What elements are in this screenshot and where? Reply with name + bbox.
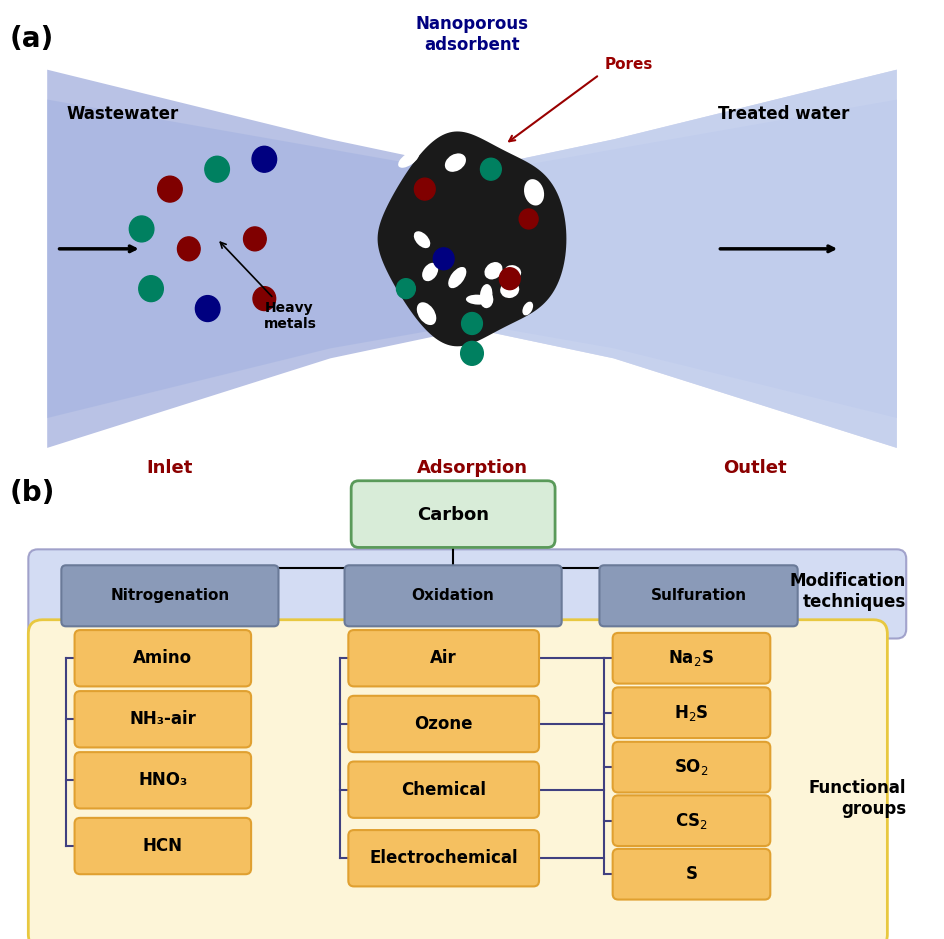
Text: HNO₃: HNO₃: [138, 771, 188, 790]
Text: S: S: [685, 865, 698, 884]
Circle shape: [414, 178, 435, 200]
Text: Chemical: Chemical: [401, 780, 486, 799]
FancyBboxPatch shape: [75, 818, 251, 874]
Ellipse shape: [524, 179, 544, 206]
Ellipse shape: [417, 302, 436, 325]
FancyBboxPatch shape: [613, 849, 770, 900]
Ellipse shape: [445, 153, 466, 172]
FancyBboxPatch shape: [28, 620, 887, 939]
Circle shape: [177, 237, 200, 261]
Ellipse shape: [480, 292, 494, 308]
FancyBboxPatch shape: [61, 565, 278, 626]
Text: Air: Air: [430, 649, 457, 668]
Ellipse shape: [504, 265, 521, 279]
Text: (a): (a): [9, 24, 54, 53]
FancyBboxPatch shape: [75, 691, 251, 747]
Circle shape: [252, 146, 277, 172]
Circle shape: [129, 216, 154, 242]
Text: Wastewater: Wastewater: [67, 105, 178, 123]
FancyBboxPatch shape: [75, 752, 251, 808]
FancyBboxPatch shape: [348, 630, 539, 686]
Ellipse shape: [500, 282, 519, 298]
Text: SO$_2$: SO$_2$: [674, 757, 709, 777]
Text: Outlet: Outlet: [723, 459, 787, 477]
FancyBboxPatch shape: [348, 696, 539, 752]
Text: Adsorption: Adsorption: [416, 459, 528, 477]
Ellipse shape: [522, 301, 533, 316]
Text: (b): (b): [9, 479, 55, 507]
Circle shape: [461, 342, 483, 365]
Text: Carbon: Carbon: [417, 505, 489, 524]
FancyBboxPatch shape: [348, 830, 539, 886]
FancyBboxPatch shape: [351, 481, 555, 547]
Ellipse shape: [480, 285, 493, 305]
Text: Na$_2$S: Na$_2$S: [668, 648, 715, 669]
Text: Ozone: Ozone: [414, 715, 473, 733]
Text: Oxidation: Oxidation: [412, 589, 495, 603]
Circle shape: [396, 279, 415, 299]
FancyBboxPatch shape: [613, 633, 770, 684]
Ellipse shape: [484, 262, 502, 280]
Ellipse shape: [448, 267, 466, 288]
Circle shape: [139, 276, 163, 301]
FancyBboxPatch shape: [613, 795, 770, 846]
FancyBboxPatch shape: [75, 630, 251, 686]
Polygon shape: [472, 69, 897, 448]
Text: Pores: Pores: [604, 57, 652, 72]
Text: Heavy
metals: Heavy metals: [220, 242, 317, 331]
Text: Nitrogenation: Nitrogenation: [110, 589, 229, 603]
Text: HCN: HCN: [143, 837, 183, 855]
FancyBboxPatch shape: [599, 565, 798, 626]
Text: H$_2$S: H$_2$S: [674, 702, 709, 723]
FancyBboxPatch shape: [28, 549, 906, 639]
Polygon shape: [47, 69, 897, 448]
Circle shape: [253, 286, 276, 311]
Ellipse shape: [422, 263, 438, 281]
Circle shape: [519, 209, 538, 229]
FancyBboxPatch shape: [345, 565, 562, 626]
Text: Electrochemical: Electrochemical: [369, 849, 518, 868]
Ellipse shape: [466, 295, 489, 304]
Text: NH₃-air: NH₃-air: [129, 710, 196, 729]
Circle shape: [205, 156, 229, 182]
Text: Amino: Amino: [133, 649, 193, 668]
Circle shape: [195, 296, 220, 321]
Circle shape: [158, 177, 182, 202]
Text: Treated water: Treated water: [717, 105, 850, 123]
Text: Nanoporous
adsorbent: Nanoporous adsorbent: [415, 15, 529, 54]
Circle shape: [244, 227, 266, 251]
Text: CS$_2$: CS$_2$: [675, 810, 708, 831]
FancyBboxPatch shape: [613, 687, 770, 738]
Circle shape: [499, 268, 520, 289]
Text: Functional
groups: Functional groups: [809, 778, 906, 818]
Text: Sulfuration: Sulfuration: [650, 589, 747, 603]
FancyBboxPatch shape: [348, 762, 539, 818]
Polygon shape: [378, 131, 566, 346]
FancyBboxPatch shape: [613, 742, 770, 793]
Circle shape: [433, 248, 454, 269]
Circle shape: [462, 313, 482, 334]
Text: Inlet: Inlet: [146, 459, 194, 477]
Circle shape: [480, 159, 501, 180]
Ellipse shape: [398, 151, 419, 168]
Ellipse shape: [413, 231, 430, 248]
Polygon shape: [47, 100, 897, 418]
Text: Modification
techniques: Modification techniques: [790, 572, 906, 611]
